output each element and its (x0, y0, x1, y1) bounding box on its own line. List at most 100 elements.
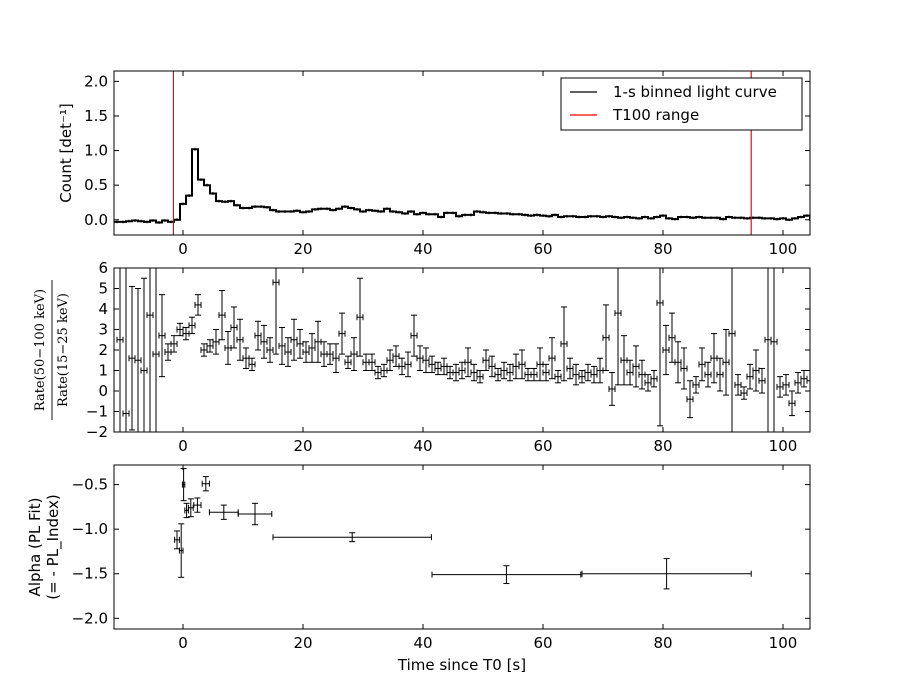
hardness-ratio-point (620, 335, 628, 386)
hardness-ratio-point (122, 268, 130, 432)
hardness-ratio-point (686, 380, 694, 419)
light-curve-line (114, 148, 810, 224)
light-curve-panel: 0 20 40 60 80 100 0.0 0.5 1.0 1.5 2.0 Count [det⁻¹… (57, 70, 811, 258)
hardness-ratio-point (500, 361, 508, 380)
hardness-ratio-point (650, 370, 658, 388)
alpha-point (193, 497, 202, 513)
x-tick-label: 0 (178, 634, 188, 652)
plot-frame (113, 267, 811, 433)
hardness-ratio-point (566, 357, 574, 380)
hardness-ratio-point (602, 304, 610, 371)
hardness-ratio-point (800, 370, 808, 388)
x-tick-label: 80 (653, 240, 672, 258)
hardness-ratio-point (710, 333, 718, 384)
hardness-ratio-point (608, 372, 616, 406)
x-tick-label: 40 (413, 437, 432, 455)
hardness-ratio-point (194, 294, 202, 316)
alpha-point (174, 530, 180, 550)
hardness-ratio-point (434, 361, 442, 376)
hardness-ratio-point (692, 376, 700, 394)
y-axis-label-line2: (= - PL_Index) (44, 494, 63, 599)
hardness-ratio-point (626, 359, 634, 386)
hardness-ratio-point (128, 285, 136, 431)
y-axis-label-denominator: Rate(15−25 keV) (56, 293, 71, 407)
x-tick-label: 100 (769, 437, 798, 455)
hardness-ratio-point (188, 316, 196, 335)
hardness-ratio-point (182, 326, 190, 341)
hardness-ratio-point (536, 347, 544, 382)
hardness-ratio-point (758, 367, 766, 394)
hardness-ratio-point (446, 365, 454, 380)
hardness-ratio-point (284, 337, 292, 367)
hardness-ratio-point (476, 370, 484, 384)
hardness-ratio-point (170, 335, 178, 353)
y-tick-label: −2 (86, 423, 108, 441)
x-tick-label: 20 (293, 437, 312, 455)
x-tick-label: 100 (769, 634, 798, 652)
hardness-ratio-point (422, 347, 430, 374)
x-tick-label: 20 (293, 634, 312, 652)
hardness-ratio-point (638, 359, 646, 390)
x-tick-label: 60 (533, 437, 552, 455)
y-axis-label: Count [det⁻¹] (57, 103, 75, 203)
hardness-ratio-point (152, 268, 160, 432)
hardness-ratio-point (698, 347, 706, 382)
hardness-ratio-point (218, 290, 226, 341)
hardness-ratio-point (746, 363, 754, 390)
alpha-point (272, 532, 432, 543)
legend: 1-s binned light curve T100 range (560, 77, 803, 131)
hardness-ratio-point (482, 349, 490, 371)
alpha-point (237, 502, 273, 526)
hardness-ratio-point (374, 365, 382, 380)
hardness-ratio-point (260, 324, 268, 359)
hardness-ratio-point (494, 367, 502, 382)
hardness-ratio-point (356, 277, 364, 357)
x-tick-label: 60 (533, 240, 552, 258)
hardness-ratio-point (392, 345, 400, 367)
hardness-ratio-point (782, 374, 790, 396)
hardness-ratio-point (398, 357, 406, 376)
y-axis-label-line1: Alpha (PL Fit) (26, 498, 44, 597)
x-tick-label: 100 (769, 240, 798, 258)
hardness-ratio-point (266, 337, 274, 363)
hardness-ratio-point (278, 326, 286, 365)
hardness-ratio-point (668, 312, 676, 363)
y-tick-label: −2.0 (72, 609, 108, 627)
hardness-ratio-point (560, 306, 568, 382)
hardness-ratio-point (716, 357, 724, 392)
hardness-ratio-point (176, 322, 184, 337)
x-tick-label: 0 (178, 437, 188, 455)
hardness-ratio-point (362, 353, 370, 371)
hardness-ratio-point (542, 363, 550, 382)
x-axis-label: Time since T0 [s] (397, 656, 526, 674)
hardness-ratio-point (338, 312, 346, 355)
x-tick-label: 80 (653, 634, 672, 652)
hardness-ratio-point (530, 367, 538, 382)
y-tick-label: 2.0 (84, 72, 108, 90)
hardness-ratio-point (644, 374, 652, 392)
hardness-ratio-point (722, 329, 730, 396)
hardness-ratio-point (728, 268, 736, 432)
hardness-ratio-point (674, 341, 682, 384)
hardness-ratio-point (416, 345, 424, 371)
hardness-ratio-point (410, 314, 418, 357)
hardness-ratio-point (632, 345, 640, 388)
y-tick-label: 0.0 (84, 211, 108, 229)
y-tick-label: 5 (98, 280, 108, 298)
x-tick-label: 20 (293, 240, 312, 258)
y-tick-label: 4 (98, 300, 108, 318)
y-tick-label: 0.5 (84, 176, 108, 194)
hardness-ratio-point (380, 363, 388, 378)
hardness-ratio-point (554, 370, 562, 384)
hardness-ratio-point (428, 355, 436, 374)
alpha-panel: 0 20 40 60 80 100 −2.0 −1.5 −1.0 −0.5 Alpha (PL F… (26, 464, 811, 674)
y-tick-label: 3 (98, 321, 108, 339)
hardness-ratio-point (224, 331, 232, 365)
hardness-ratio-point (572, 363, 580, 386)
hardness-ratio-point (656, 268, 664, 427)
y-axis-label: Alpha (PL Fit) (= - PL_Index) (26, 494, 63, 599)
hardness-ratio-point (506, 363, 514, 382)
hardness-ratio-point (326, 343, 334, 365)
hardness-ratio-point (350, 337, 358, 371)
hardness-ratio-point (230, 306, 238, 349)
